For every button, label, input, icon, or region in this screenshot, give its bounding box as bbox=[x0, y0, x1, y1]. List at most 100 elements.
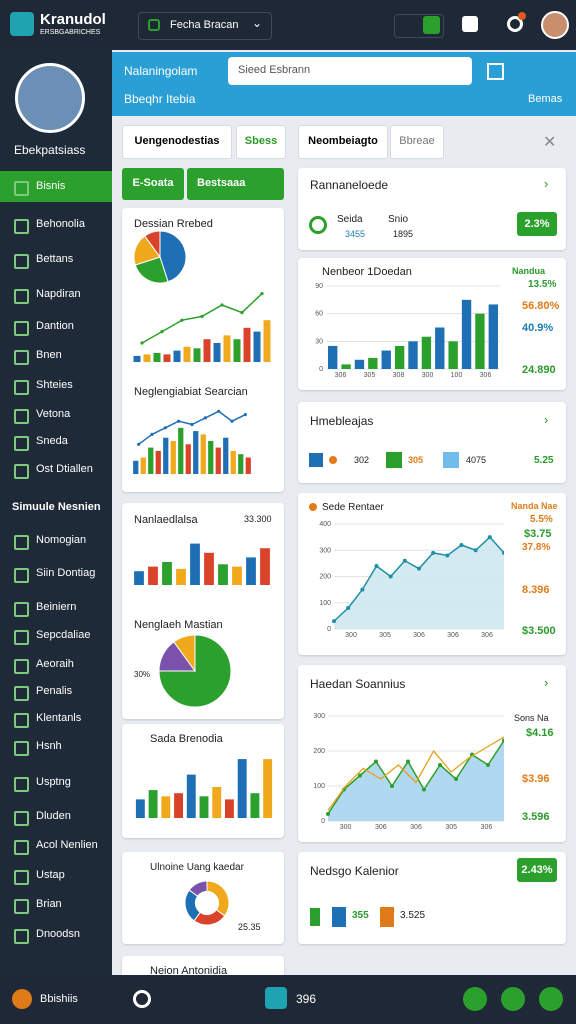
line-point bbox=[160, 330, 164, 334]
icon[interactable] bbox=[539, 987, 563, 1011]
line-point bbox=[406, 759, 410, 764]
line-point bbox=[374, 759, 378, 764]
menu-item[interactable]: Sneda bbox=[36, 435, 68, 447]
chevron[interactable]: › bbox=[544, 412, 549, 427]
x-tick-label: 306 bbox=[410, 824, 422, 830]
menu-item[interactable]: Sepcdaliae bbox=[36, 629, 91, 641]
menu-item[interactable]: Usptng bbox=[36, 776, 71, 788]
icon[interactable] bbox=[463, 987, 487, 1011]
menu-item[interactable]: Acol Nenlien bbox=[36, 839, 98, 851]
tab[interactable]: Uengenodestias bbox=[122, 125, 232, 159]
x-tick-label: 305 bbox=[445, 824, 457, 830]
item: 302 bbox=[354, 455, 370, 465]
menu-item[interactable]: Ustap bbox=[36, 869, 65, 881]
menu-item[interactable]: Bettans bbox=[36, 253, 74, 265]
line-point bbox=[502, 550, 504, 555]
button[interactable]: Bestsaaa bbox=[187, 168, 284, 200]
tab[interactable]: Bbreae bbox=[390, 125, 444, 159]
menu-item[interactable]: Napdiran bbox=[36, 288, 81, 300]
dropdown[interactable] bbox=[138, 12, 272, 40]
line-point bbox=[140, 341, 144, 345]
menu-item[interactable]: Aeoraih bbox=[36, 658, 74, 670]
chevron[interactable]: › bbox=[544, 176, 549, 191]
pie-slice bbox=[173, 634, 196, 673]
line-point bbox=[454, 777, 458, 781]
menu-item[interactable]: Dluden bbox=[36, 810, 71, 822]
chevron[interactable]: › bbox=[544, 675, 549, 690]
bar bbox=[225, 799, 234, 818]
bottom-label[interactable]: Bbishiis bbox=[40, 993, 78, 1005]
card-title: Nenglaeh Mastian bbox=[134, 619, 223, 631]
bar bbox=[133, 355, 141, 362]
bar bbox=[435, 327, 445, 369]
card-title: Ulnoine Uang kaedar bbox=[150, 862, 244, 873]
line-point bbox=[230, 419, 234, 423]
menu-item[interactable]: Vetona bbox=[36, 408, 71, 420]
toggle[interactable] bbox=[394, 14, 444, 38]
icon[interactable] bbox=[507, 16, 523, 32]
bar bbox=[354, 359, 365, 369]
bar bbox=[237, 759, 247, 818]
line-point bbox=[177, 419, 181, 423]
bar bbox=[135, 799, 145, 818]
y-tick-label: 0 bbox=[321, 818, 325, 825]
icon[interactable] bbox=[12, 989, 32, 1009]
line-point bbox=[487, 535, 492, 540]
bar bbox=[245, 457, 251, 474]
menu-item[interactable]: Bnen bbox=[36, 349, 62, 361]
swatch bbox=[309, 503, 317, 511]
stat: 37.8% bbox=[522, 542, 551, 553]
tab[interactable]: Neombeiagto bbox=[298, 125, 388, 159]
menu-item[interactable]: Nomogian bbox=[36, 534, 87, 546]
menu-item[interactable]: Shteies bbox=[36, 379, 73, 391]
card-title: Sede Rentaer bbox=[322, 502, 384, 513]
y-tick-label: 400 bbox=[319, 521, 331, 528]
menu-item[interactable]: Ost Dtiallen bbox=[36, 463, 93, 475]
bar bbox=[215, 447, 221, 474]
header-action[interactable]: Bemas bbox=[528, 93, 563, 105]
icon[interactable] bbox=[462, 16, 478, 32]
donut-chart bbox=[184, 880, 230, 926]
menu-item[interactable]: Hsnh bbox=[36, 740, 62, 752]
menu-item[interactable]: Brian bbox=[36, 898, 62, 910]
line bbox=[327, 736, 504, 811]
search-box[interactable] bbox=[228, 57, 472, 85]
sidebar bbox=[0, 50, 112, 975]
avatar[interactable] bbox=[541, 11, 569, 39]
menu-item[interactable]: Bisnis bbox=[36, 180, 66, 192]
bar bbox=[232, 566, 242, 585]
tab[interactable]: Sbess bbox=[236, 125, 286, 159]
bar bbox=[488, 304, 498, 369]
menu-item[interactable]: Klentanls bbox=[36, 712, 82, 724]
menu-item[interactable]: Behonolia bbox=[36, 218, 85, 230]
bar bbox=[223, 335, 231, 362]
dropdown-label[interactable]: Fecha Bracan bbox=[170, 19, 239, 31]
bar bbox=[243, 327, 251, 362]
legend: Nandua bbox=[512, 266, 546, 276]
menu-icon bbox=[14, 929, 29, 944]
menu-item[interactable]: Dantion bbox=[36, 320, 74, 332]
close-icon[interactable]: ✕ bbox=[543, 134, 557, 151]
bar bbox=[233, 339, 241, 362]
bar bbox=[204, 552, 214, 585]
header-title: Nalaningolam bbox=[124, 64, 198, 78]
icon[interactable] bbox=[133, 990, 151, 1008]
menu-item[interactable]: Dnoodsn bbox=[36, 928, 81, 940]
menu-icon bbox=[14, 350, 29, 365]
bar bbox=[223, 437, 229, 474]
dropdown-icon bbox=[148, 19, 160, 31]
menu-item[interactable]: Penalis bbox=[36, 685, 73, 697]
menu-item[interactable]: Siin Dontiag bbox=[36, 567, 96, 579]
button[interactable]: E-Soata bbox=[122, 168, 184, 200]
y-tick-label: 0 bbox=[327, 626, 331, 633]
y-tick-label: 300 bbox=[313, 713, 325, 720]
icon[interactable] bbox=[501, 987, 525, 1011]
menu-item[interactable]: Beiniern bbox=[36, 601, 77, 613]
icon[interactable] bbox=[265, 987, 287, 1009]
x-tick-label: 300 bbox=[345, 632, 357, 638]
search-placeholder[interactable]: Sieed Esbrann bbox=[238, 64, 311, 76]
line-point bbox=[438, 763, 442, 767]
stat: 8.396 bbox=[522, 584, 550, 596]
bar bbox=[163, 437, 169, 474]
icon[interactable] bbox=[487, 63, 504, 80]
